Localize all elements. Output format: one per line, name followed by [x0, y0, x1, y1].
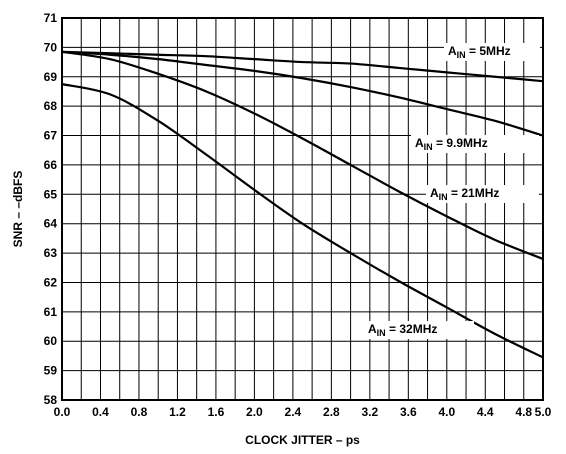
y-tick-label: 64 [44, 217, 58, 231]
y-tick-label: 65 [44, 187, 58, 201]
y-tick-label: 63 [44, 246, 58, 260]
x-tick-label: 3.2 [361, 405, 378, 419]
series-line-32mhz [61, 83, 544, 359]
series-line-9-9mhz [61, 50, 544, 137]
series-label-background [411, 135, 539, 153]
x-tick-label: 0.0 [54, 405, 71, 419]
x-tick-label: 0.4 [92, 405, 109, 419]
series-label-background [364, 321, 474, 339]
series-labels: AIN = 5MHz AIN = 9.9MHz AIN = 21MHz AIN = 3… [364, 43, 540, 339]
y-tick-label: 68 [44, 99, 58, 113]
y-tick-label: 62 [44, 275, 58, 289]
series-label-background [426, 185, 539, 203]
series-label-9-9mhz: AIN = 9.9MHz [415, 136, 488, 152]
x-axis-label: CLOCK JITTER – ps [245, 433, 360, 447]
x-tick-label: 2.8 [323, 405, 340, 419]
y-tick-label: 67 [44, 129, 58, 143]
x-tick-label: 4.0 [438, 405, 455, 419]
x-tick-label: 1.6 [208, 405, 225, 419]
series-lines [61, 50, 544, 359]
x-tick-label: 3.6 [400, 405, 417, 419]
y-tick-label: 71 [44, 11, 58, 25]
plot-frame [61, 17, 544, 401]
x-tick-label: 0.8 [131, 405, 148, 419]
y-tick-label: 61 [44, 305, 58, 319]
y-tick-label: 66 [44, 158, 58, 172]
x-tick-label: 4.8 [515, 405, 532, 419]
x-tick-label: 2.4 [285, 405, 302, 419]
x-tick-labels: 0.0 0.4 0.8 1.2 1.6 2.0 2.4 2.8 3.2 3.6 4.0 4.4 4.8 5… [54, 405, 552, 419]
y-tick-label: 59 [44, 364, 58, 378]
x-tick-label: 1.2 [169, 405, 186, 419]
grid-lines [62, 18, 543, 400]
series-label-32mhz: AIN = 32MHz [368, 322, 437, 338]
series-label-21mhz: AIN = 21MHz [430, 186, 499, 202]
y-tick-label: 58 [44, 393, 58, 407]
series-label-background [444, 43, 540, 61]
y-tick-label: 60 [44, 334, 58, 348]
x-tick-label: 5.0 [535, 405, 552, 419]
x-tick-label: 2.0 [246, 405, 263, 419]
x-tick-label: 4.4 [477, 405, 494, 419]
y-axis-label: SNR – –dBFS [11, 171, 25, 248]
y-tick-label: 70 [44, 40, 58, 54]
series-line-5mhz [61, 50, 544, 83]
y-tick-labels: 58 59 60 61 62 63 64 65 66 67 68 69 70 71 [44, 11, 58, 407]
series-label-5mhz: AIN = 5MHz [448, 44, 511, 60]
series-line-21mhz [61, 50, 544, 260]
y-tick-label: 69 [44, 70, 58, 84]
